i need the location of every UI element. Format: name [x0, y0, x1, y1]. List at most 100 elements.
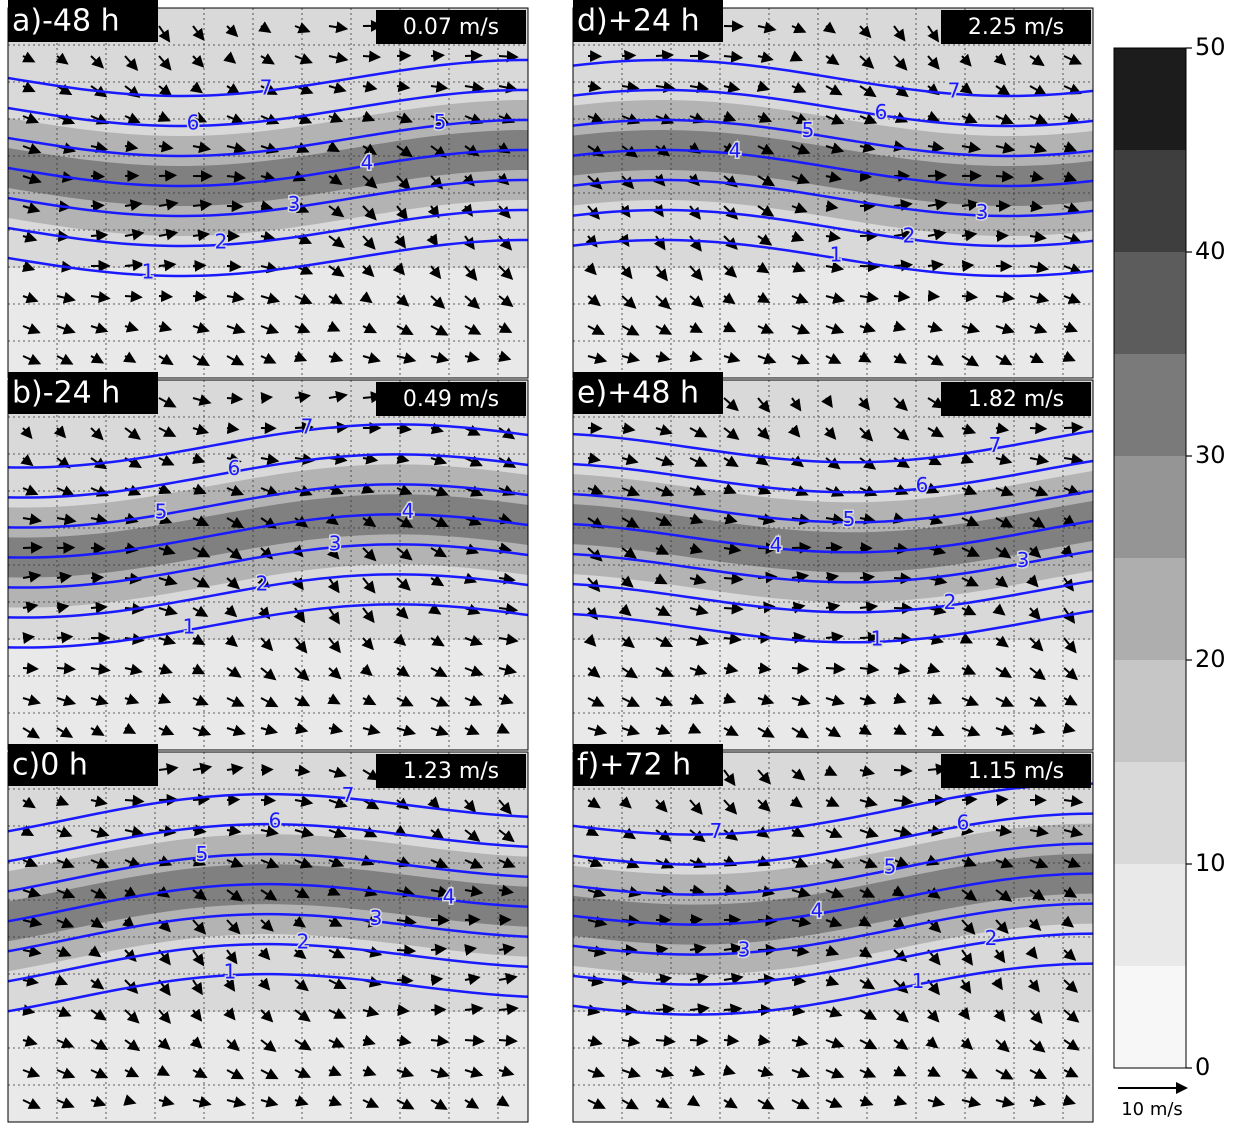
wind-arrow — [193, 265, 205, 266]
contour-label: 5 — [155, 499, 168, 523]
contour-label: 7 — [989, 433, 1002, 457]
colorbar-segment — [1114, 150, 1186, 252]
wind-arrow — [499, 56, 517, 57]
contour-label: 5 — [434, 110, 447, 134]
wind-arrow — [23, 668, 37, 669]
wind-arrow — [622, 55, 634, 56]
contour-label: 2 — [903, 224, 916, 248]
wind-arrow — [91, 176, 103, 177]
contour-label: 5 — [802, 118, 815, 142]
wind-arrow — [159, 175, 175, 176]
colorbar-tick-label: 50 — [1195, 33, 1226, 61]
colorbar-segment — [1114, 252, 1186, 354]
contour-label: 3 — [976, 200, 989, 224]
wind-arrow — [928, 175, 945, 176]
wind-arrow — [962, 799, 976, 800]
wind-arrow — [57, 637, 71, 638]
contour-label: 1 — [183, 614, 196, 638]
panel-label: d)+24 h — [577, 4, 700, 39]
wind-arrow — [928, 296, 938, 297]
contour-label: 7 — [710, 819, 723, 843]
contour-label: 5 — [196, 842, 209, 866]
colorbar-segment — [1114, 456, 1186, 558]
contour-label: 6 — [187, 110, 200, 134]
wind-arrow — [894, 770, 911, 771]
wind-arrow — [724, 1040, 737, 1041]
speed-label: 1.23 m/s — [403, 759, 499, 784]
wind-arrow — [431, 979, 441, 980]
wind-arrow — [724, 608, 742, 609]
wind-arrow — [860, 266, 878, 267]
wind-arrow — [1030, 428, 1045, 429]
wind-arrow — [23, 637, 33, 638]
wind-arrow — [261, 397, 271, 398]
speed-label: 1.82 m/s — [968, 387, 1064, 412]
colorbar-segment — [1114, 762, 1186, 864]
colorbar-tick-label: 30 — [1195, 441, 1226, 469]
colorbar-segment — [1114, 48, 1186, 150]
contour-label: 4 — [811, 898, 824, 922]
wind-arrow — [91, 235, 106, 236]
contour-label: 1 — [830, 243, 843, 267]
contour-label: 1 — [912, 969, 925, 993]
wind-arrow — [962, 296, 976, 297]
wind-arrow — [125, 800, 143, 801]
speed-label: 1.15 m/s — [968, 759, 1064, 784]
wind-arrow — [91, 607, 106, 608]
contour-label: 1 — [224, 960, 237, 984]
colorbar-segment — [1114, 558, 1186, 660]
wind-arrow — [792, 637, 804, 638]
panel-label: a)-48 h — [12, 4, 120, 39]
wind-arrow — [826, 547, 841, 548]
wind-arrow — [159, 296, 171, 297]
wind-arrow — [860, 577, 873, 578]
contour-label: 6 — [957, 810, 970, 834]
contour-label: 3 — [738, 937, 751, 961]
wind-arrow — [860, 176, 870, 177]
wind-arrow — [1064, 427, 1082, 428]
colorbar-tick-label: 40 — [1195, 237, 1226, 265]
wind-arrow — [397, 1010, 408, 1011]
colorbar-segment — [1114, 660, 1186, 762]
contour-label: 4 — [402, 499, 415, 523]
contour-label: 2 — [215, 229, 228, 253]
contour-label: 6 — [228, 456, 241, 480]
wind-arrow — [792, 668, 808, 669]
contour-label: 6 — [875, 100, 888, 124]
panel-label: f)+72 h — [577, 748, 691, 783]
colorbar-tick-label: 20 — [1195, 645, 1226, 673]
contour-label: 1 — [142, 260, 155, 284]
contour-label: 5 — [884, 855, 897, 879]
contour-label: 3 — [329, 532, 342, 556]
contour-label: 7 — [301, 415, 314, 439]
wind-arrow — [724, 578, 742, 579]
wind-shading — [8, 268, 528, 378]
contour-label: 1 — [871, 626, 884, 650]
wind-arrow — [91, 548, 104, 549]
wind-arrow — [227, 398, 241, 399]
wind-arrow — [826, 668, 844, 669]
wind-arrow — [656, 55, 672, 56]
contour-label: 4 — [729, 138, 742, 162]
wind-arrow — [431, 55, 443, 56]
wind-arrow — [125, 296, 141, 297]
wind-arrow — [91, 577, 102, 578]
wind-arrow — [397, 980, 412, 981]
contour-label: 4 — [770, 533, 783, 557]
colorbar-segment — [1114, 354, 1186, 456]
wind-arrow — [656, 949, 666, 950]
contour-label: 3 — [288, 192, 301, 216]
panel-label: b)-24 h — [12, 376, 120, 411]
wind-arrow — [465, 1040, 483, 1041]
panel-label: c)0 h — [12, 748, 88, 783]
wind-arrow — [656, 1009, 673, 1010]
colorbar-tick-label: 0 — [1195, 1053, 1210, 1081]
wind-shading — [8, 1012, 528, 1122]
wind-arrow — [894, 265, 911, 266]
wind-arrow — [499, 1040, 516, 1041]
wind-arrow — [57, 668, 74, 669]
